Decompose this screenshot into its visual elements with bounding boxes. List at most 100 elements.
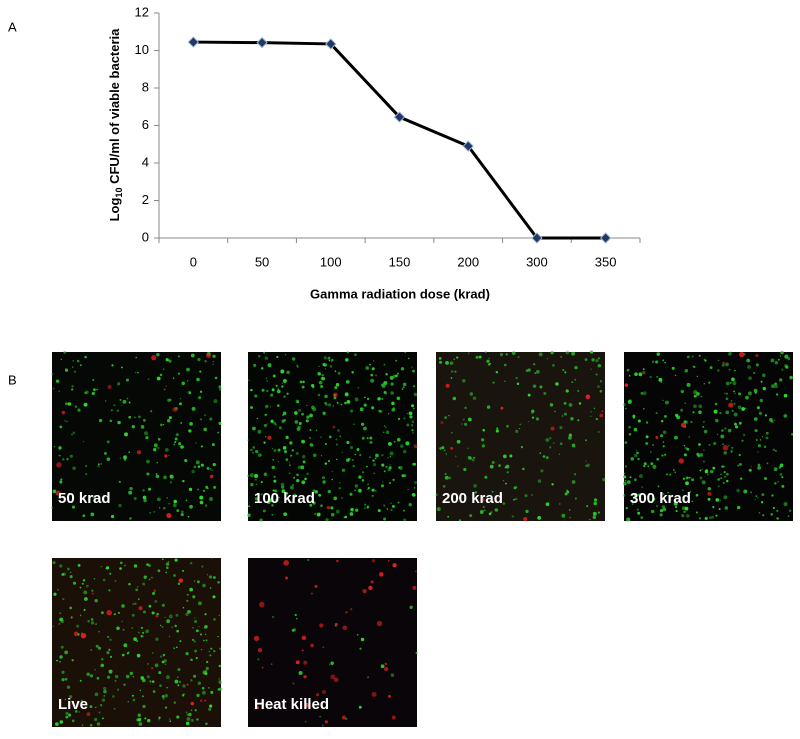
green-cell [385, 465, 388, 469]
green-cell [489, 464, 494, 469]
green-cell [162, 368, 165, 371]
green-cell [664, 414, 667, 418]
green-cell [568, 433, 573, 437]
green-cell [456, 356, 459, 359]
green-cell [725, 392, 729, 395]
green-cell [100, 663, 105, 668]
green-cell [85, 356, 87, 359]
green-cell [175, 613, 179, 617]
green-cell [349, 492, 353, 496]
green-cell [67, 402, 72, 406]
green-cell [138, 722, 143, 726]
green-cell [119, 457, 122, 459]
green-cell [257, 658, 260, 661]
green-cell [564, 492, 568, 496]
red-cell [164, 454, 168, 458]
green-cell [143, 575, 147, 579]
green-cell [196, 718, 199, 721]
green-cell [346, 399, 351, 404]
green-cell [632, 416, 636, 419]
green-cell [281, 489, 286, 494]
green-cell [272, 374, 276, 378]
green-cell [737, 464, 740, 467]
green-cell [184, 459, 188, 463]
green-cell [552, 363, 555, 367]
green-cell [324, 368, 327, 370]
green-cell [411, 366, 413, 368]
green-cell [169, 481, 172, 484]
green-cell [723, 471, 726, 474]
green-cell [186, 713, 189, 716]
green-cell [684, 420, 688, 424]
green-cell [450, 377, 453, 379]
green-cell [647, 465, 650, 468]
green-cell [163, 475, 167, 480]
green-cell [141, 695, 144, 698]
red-cell [304, 702, 310, 708]
green-cell [203, 427, 208, 432]
green-cell [341, 451, 343, 454]
green-cell [110, 514, 115, 519]
green-cell [515, 486, 518, 488]
green-cell [283, 512, 288, 517]
green-cell [441, 446, 445, 450]
green-cell [344, 392, 349, 397]
green-cell [99, 704, 103, 707]
green-cell [385, 426, 387, 429]
green-cell [787, 515, 790, 518]
green-cell [72, 360, 74, 362]
green-cell [367, 676, 369, 679]
red-cell [739, 351, 745, 358]
red-cell [379, 572, 384, 577]
green-cell [385, 430, 390, 435]
green-cell [666, 473, 669, 476]
green-cell [625, 465, 627, 467]
green-cell [354, 508, 359, 512]
green-cell [467, 447, 469, 449]
red-cell [412, 585, 417, 590]
green-cell [455, 455, 457, 457]
green-cell [757, 466, 762, 470]
green-cell [189, 422, 193, 426]
red-cell [333, 392, 338, 398]
green-cell [511, 351, 516, 356]
green-cell [537, 516, 542, 520]
green-cell [357, 386, 360, 389]
green-cell [385, 372, 388, 376]
green-cell [387, 467, 391, 472]
red-cell [209, 474, 214, 479]
red-cell [204, 699, 207, 702]
green-cell [725, 410, 730, 415]
green-cell [715, 418, 719, 423]
green-cell [103, 695, 105, 697]
green-cell [299, 380, 303, 384]
green-cell [693, 394, 697, 398]
green-cell [662, 492, 665, 495]
green-cell [561, 513, 566, 518]
green-cell [480, 512, 483, 514]
green-cell [765, 431, 769, 435]
green-cell [113, 613, 116, 616]
green-cell [187, 609, 191, 614]
green-cell [791, 433, 794, 436]
green-cell [282, 414, 284, 416]
green-cell [728, 352, 732, 356]
green-cell [514, 497, 518, 501]
red-cell [186, 683, 189, 686]
green-cell [190, 709, 193, 712]
green-cell [161, 603, 165, 607]
x-tick-label: 300 [526, 254, 548, 269]
green-cell [697, 454, 701, 458]
green-cell [190, 679, 193, 682]
green-cell [294, 613, 297, 617]
green-cell [146, 675, 150, 679]
green-cell [186, 599, 189, 602]
green-cell [97, 463, 100, 466]
green-cell [288, 472, 291, 475]
green-cell [296, 473, 299, 477]
green-cell [159, 684, 162, 687]
green-cell [658, 377, 663, 382]
green-cell [578, 402, 582, 405]
green-cell [412, 493, 415, 496]
green-cell [683, 510, 686, 513]
